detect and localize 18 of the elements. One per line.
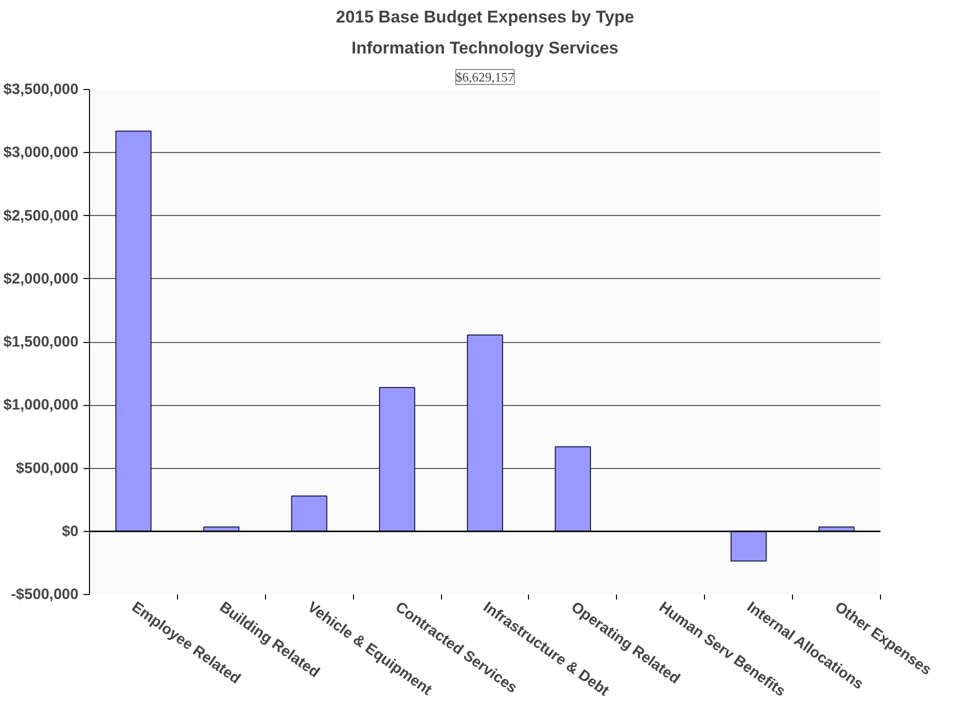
bar xyxy=(466,334,504,532)
y-tick-label: $1,500,000 xyxy=(3,334,79,350)
bar xyxy=(554,446,591,532)
bar xyxy=(115,130,152,532)
y-tick-label: $2,500,000 xyxy=(3,207,79,224)
y-tick-label: $0 xyxy=(62,522,79,540)
y-tick-label: $3,000,000 xyxy=(3,144,79,162)
y-tick-label: $3,500,000 xyxy=(3,81,79,98)
text: $6,629,157 xyxy=(456,70,515,84)
y-tick-label: $2,000,000 xyxy=(3,270,79,288)
bar xyxy=(730,530,767,562)
y-tick-label: $1,000,000 xyxy=(3,396,79,414)
bar xyxy=(379,386,416,532)
chart-subtitle: Information Technology Services xyxy=(351,38,619,58)
bar xyxy=(291,496,328,532)
y-tick-label: -$500,000 xyxy=(10,586,79,603)
y-tick-label: $500,000 xyxy=(16,460,79,477)
chart-title: 2015 Base Budget Expenses by Type xyxy=(336,8,634,26)
